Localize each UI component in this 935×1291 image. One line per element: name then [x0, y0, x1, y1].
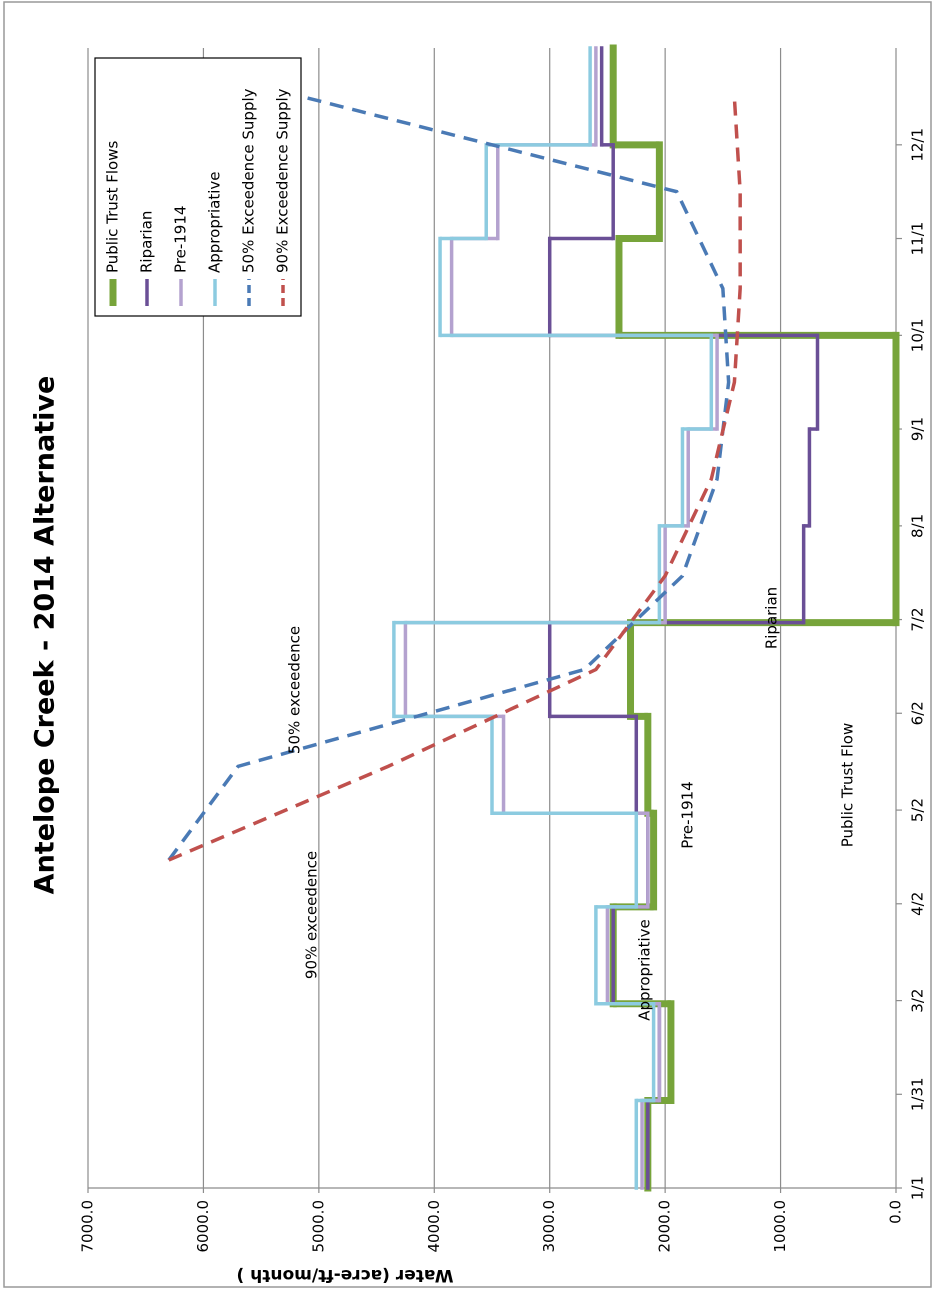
y-tick-label: 3000.0: [540, 1200, 558, 1253]
legend-label: Pre-1914: [172, 206, 190, 273]
x-tick-label: 12/1: [909, 128, 927, 162]
y-tick-label: 2000.0: [656, 1200, 674, 1253]
x-tick-label: 11/1: [909, 222, 927, 256]
legend-box: [94, 57, 302, 317]
y-axis-label: Water (acre-ft/month ): [236, 1265, 453, 1285]
chart-title: Antelope Creek - 2014 Alternative: [30, 376, 61, 895]
x-tick-label: 5/2: [909, 798, 927, 822]
x-tick-label: 9/1: [909, 417, 927, 441]
y-tick-label: 0.0: [887, 1200, 905, 1224]
dashed-line: [168, 97, 742, 862]
legend-label: Public Trust Flows: [104, 141, 122, 273]
annotation: 50% exceedence: [286, 626, 304, 754]
annotation: Appropriative: [636, 919, 654, 1021]
y-tick-label: 1000.0: [771, 1200, 789, 1253]
annotation: Public Trust Flow: [839, 723, 857, 848]
rotated-chart: Antelope Creek - 2014 Alternative Water …: [30, 44, 927, 1285]
annotation: Pre-1914: [679, 781, 697, 848]
x-tick-label: 4/2: [909, 892, 927, 916]
x-tick-label: 1/1: [909, 1176, 927, 1200]
x-tick-label: 7/2: [909, 607, 927, 631]
y-tick-label: 7000.0: [79, 1200, 97, 1253]
y-tick-label: 6000.0: [194, 1200, 212, 1253]
x-tick-label: 1/31: [909, 1077, 927, 1111]
y-tick-label: 5000.0: [309, 1200, 327, 1253]
dashed-line: [167, 96, 731, 862]
x-tick-label: 3/2: [909, 989, 927, 1013]
x-tick-label: 8/1: [909, 514, 927, 538]
legend-label: Appropriative: [206, 171, 224, 273]
x-tick-label: 10/1: [909, 318, 927, 352]
annotation: Riparian: [763, 587, 781, 649]
annotation: 90% exceedence: [303, 851, 321, 979]
legend-label: Riparian: [138, 211, 156, 273]
frame: [3, 1, 932, 1288]
legend-label: 90% Exceedence Supply: [274, 88, 292, 273]
y-tick-label: 4000.0: [425, 1200, 443, 1253]
x-tick-label: 6/2: [909, 701, 927, 725]
legend-label: 50% Exceedence Supply: [240, 88, 258, 273]
